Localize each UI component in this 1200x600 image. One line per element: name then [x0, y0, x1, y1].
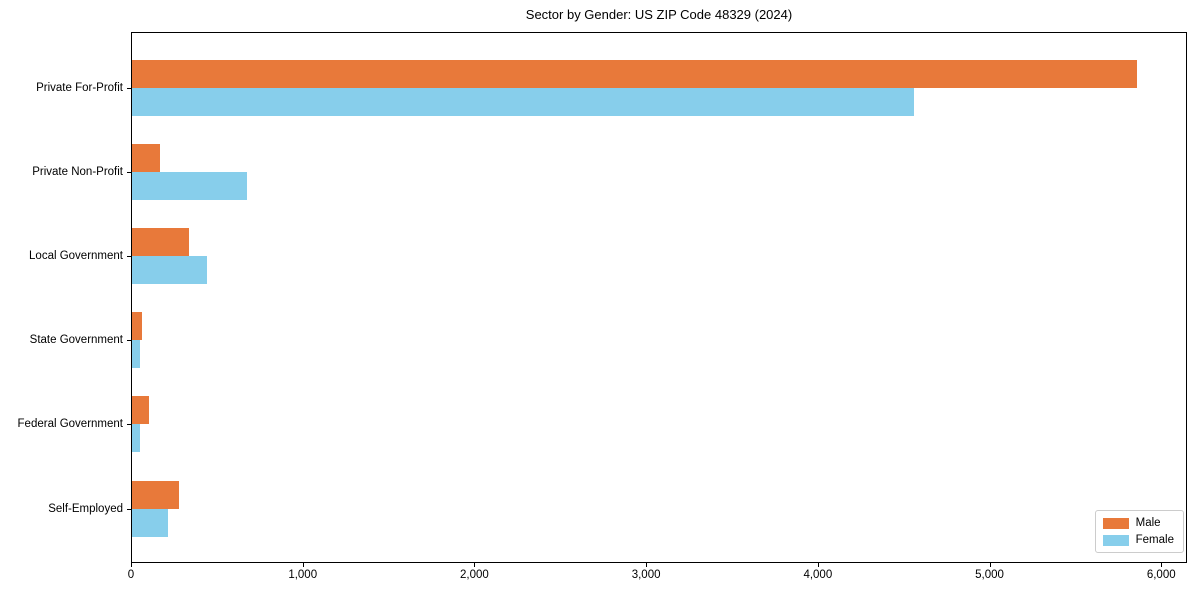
bar-male-3	[132, 312, 142, 341]
plot-area: Male Female	[131, 32, 1187, 563]
bar-female-3	[132, 340, 141, 369]
x-tick-mark	[1161, 563, 1163, 567]
legend-label: Male	[1135, 517, 1161, 529]
y-tick-mark	[127, 172, 131, 174]
x-tick-label: 5,000	[975, 569, 1004, 581]
y-tick-mark	[127, 256, 131, 258]
legend-swatch-female	[1102, 534, 1129, 546]
y-tick-label: State Government	[29, 334, 123, 347]
x-tick-mark	[989, 563, 991, 567]
bar-male-5	[132, 480, 180, 509]
bar-male-0	[132, 60, 1138, 88]
bar-female-0	[132, 88, 915, 116]
x-tick-mark	[817, 563, 819, 567]
bar-male-1	[132, 144, 160, 173]
x-tick-label: 3,000	[631, 569, 661, 581]
bar-female-2	[132, 256, 208, 285]
bar-male-2	[132, 228, 190, 257]
x-tick-label: 4,000	[803, 569, 833, 581]
x-tick-label: 1,000	[288, 569, 318, 581]
y-tick-mark	[127, 424, 131, 426]
y-tick-label: Self-Employed	[48, 502, 123, 515]
x-tick-label: 6,000	[1146, 569, 1176, 581]
y-tick-mark	[127, 340, 131, 342]
y-tick-label: Private Non-Profit	[32, 166, 123, 179]
x-tick-mark	[131, 563, 132, 567]
legend-entry-female: Female	[1102, 534, 1174, 546]
bar-female-4	[132, 424, 141, 453]
chart-title: Sector by Gender: US ZIP Code 48329 (202…	[525, 7, 793, 22]
legend: Male Female	[1094, 510, 1184, 553]
bar-male-4	[132, 396, 149, 425]
legend-label: Female	[1135, 534, 1174, 546]
x-tick-mark	[474, 563, 476, 567]
legend-swatch-male	[1102, 517, 1129, 529]
x-tick-mark	[302, 563, 304, 567]
y-tick-label: Federal Government	[17, 418, 123, 431]
legend-entry-male: Male	[1102, 517, 1174, 529]
y-tick-label: Local Government	[29, 250, 123, 263]
x-tick-label: 2,000	[460, 569, 489, 581]
y-tick-label: Private For-Profit	[36, 82, 123, 94]
bar-female-1	[132, 172, 248, 201]
x-tick-label: 0	[127, 569, 135, 581]
y-tick-mark	[127, 508, 131, 510]
y-tick-mark	[127, 88, 131, 89]
x-tick-mark	[646, 563, 648, 567]
bar-female-5	[132, 508, 168, 537]
